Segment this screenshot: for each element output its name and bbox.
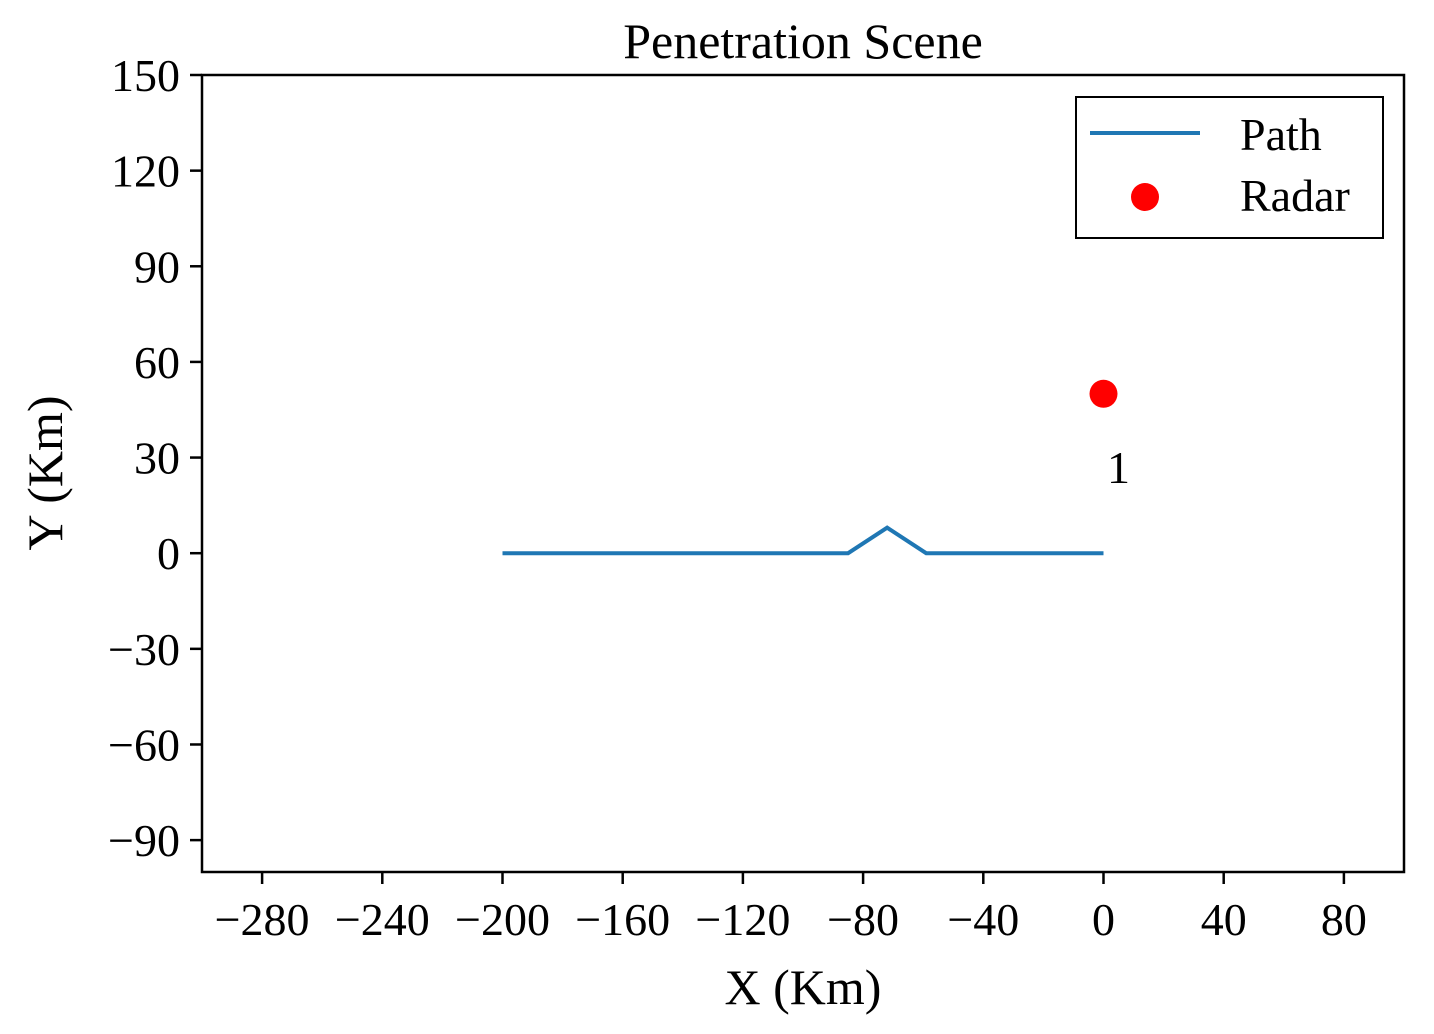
x-tick-label: −280 xyxy=(215,894,310,945)
x-tick-label: 0 xyxy=(1092,894,1115,945)
x-tick-label: −120 xyxy=(695,894,790,945)
y-axis-label: Y (Km) xyxy=(17,395,73,550)
x-tick-label: −80 xyxy=(827,894,899,945)
x-tick-label: 80 xyxy=(1321,894,1367,945)
x-tick-label: −240 xyxy=(335,894,430,945)
x-tick-label: −200 xyxy=(455,894,550,945)
x-tick-label: −160 xyxy=(575,894,670,945)
x-tick-label: 40 xyxy=(1201,894,1247,945)
x-tick-label: −40 xyxy=(947,894,1019,945)
legend: Path Radar xyxy=(1075,96,1384,239)
y-tick-label: −90 xyxy=(108,815,180,866)
legend-path-label: Path xyxy=(1240,109,1322,160)
legend-radar-swatch xyxy=(1131,183,1159,211)
y-tick-label: 30 xyxy=(134,433,180,484)
annotation-layer: 1 xyxy=(1107,442,1130,493)
radar-point xyxy=(1089,379,1118,408)
legend-radar-label: Radar xyxy=(1240,170,1350,221)
series-layer xyxy=(502,379,1118,556)
chart-title: Penetration Scene xyxy=(623,13,983,69)
x-axis-label: X (Km) xyxy=(725,959,882,1015)
y-tick-label: 60 xyxy=(134,337,180,388)
y-tick-label: −30 xyxy=(108,624,180,675)
path-series-line xyxy=(502,525,1104,556)
y-tick-label: 90 xyxy=(134,241,180,292)
y-tick-label: −60 xyxy=(108,719,180,770)
radar-id-label: 1 xyxy=(1107,442,1130,493)
y-tick-label: 0 xyxy=(157,528,180,579)
x-axis: −280 −240 −200 −160 −120 −80 −40 0 40 80 xyxy=(215,872,1367,945)
plot-area-frame xyxy=(200,73,1406,874)
y-tick-label: 120 xyxy=(111,146,180,197)
y-axis: −90 −60 −30 0 30 60 90 120 150 xyxy=(108,50,202,866)
y-tick-label: 150 xyxy=(111,50,180,101)
legend-box xyxy=(1075,96,1384,239)
